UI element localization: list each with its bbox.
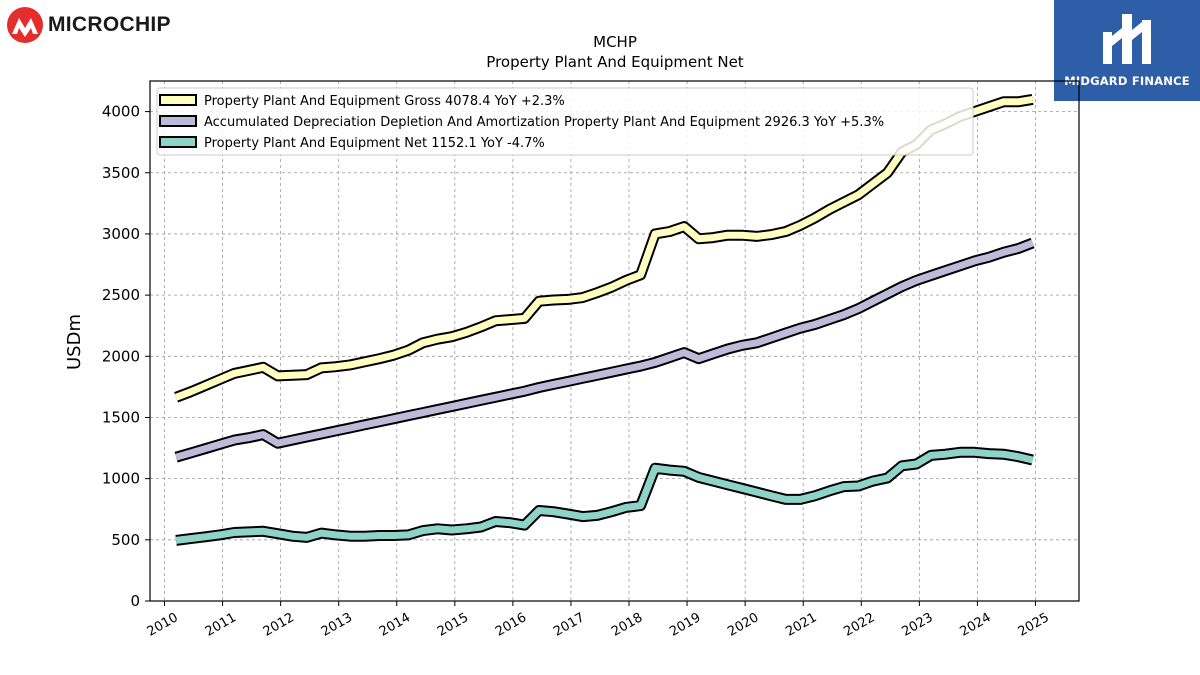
x-tick-label: 2016 [493,610,529,640]
legend-label: Property Plant And Equipment Gross 4078.… [204,94,565,109]
y-tick-label: 2000 [102,347,140,365]
y-axis-label: USDm [64,314,85,370]
series-lines [174,93,1035,546]
x-tick-label: 2012 [261,610,297,640]
x-axis-ticks: 2010 2011 2012 2013 2014 2015 2016 2017 2018 2019… [145,601,1052,640]
y-tick-label: 1500 [102,408,140,426]
x-tick-label: 2022 [841,610,877,640]
y-tick-label: 4000 [102,103,140,121]
chart-subtitle: Property Plant And Equipment Net [486,53,743,71]
legend-swatch [159,115,197,127]
series-line-fill [174,95,1034,401]
series-line-fill [175,239,1034,461]
x-tick-label: 2020 [725,610,761,640]
microchip-logo-icon [7,7,43,43]
x-tick-label: 2023 [899,610,935,640]
x-tick-label: 2024 [958,610,994,640]
legend-swatch [159,136,197,148]
series-line [175,446,1034,546]
y-axis-ticks: 0 500 1000 1500 2000 2500 3000 3500 4000 [102,103,150,610]
midgard-finance-logo: MIDGARD FINANCE [1054,0,1200,101]
x-tick-label: 2018 [609,610,645,640]
microchip-logo-text: MICROCHIP [48,13,171,36]
y-tick-label: 0 [130,592,140,610]
series-line [174,93,1034,403]
legend-item: Property Plant And Equipment Net 1152.1 … [159,136,545,151]
legend-box [156,87,974,156]
legend-swatch [159,94,197,106]
legend: Property Plant And Equipment Gross 4078.… [156,87,974,156]
legend-label: Accumulated Depreciation Depletion And A… [204,115,884,130]
x-tick-label: 2021 [783,610,819,640]
x-tick-label: 2017 [551,610,587,640]
x-tick-label: 2019 [667,610,703,640]
series-line-fill [175,448,1034,544]
x-tick-label: 2013 [319,610,355,640]
x-tick-label: 2015 [435,610,471,640]
legend-label: Property Plant And Equipment Net 1152.1 … [204,136,545,151]
series-line [174,237,1035,463]
series-line-outline [174,237,1035,463]
y-tick-label: 3500 [102,164,140,182]
y-tick-label: 500 [111,531,140,549]
midgard-logo-icon [1103,14,1151,64]
x-tick-label: 2010 [145,610,181,640]
plot-frame [149,80,1080,602]
legend-item: Accumulated Depreciation Depletion And A… [159,115,884,130]
y-tick-label: 1000 [102,470,140,488]
y-tick-label: 3000 [102,225,140,243]
midgard-logo-text: MIDGARD FINANCE [1064,74,1190,88]
grid [150,81,1079,602]
chart-title: MCHP [593,33,637,51]
y-tick-label: 2500 [102,286,140,304]
x-tick-label: 2011 [203,610,239,640]
microchip-logo: MICROCHIP [6,6,171,44]
x-tick-label: 2025 [1016,610,1052,640]
x-tick-label: 2014 [377,610,413,640]
legend-item: Property Plant And Equipment Gross 4078.… [159,94,565,109]
